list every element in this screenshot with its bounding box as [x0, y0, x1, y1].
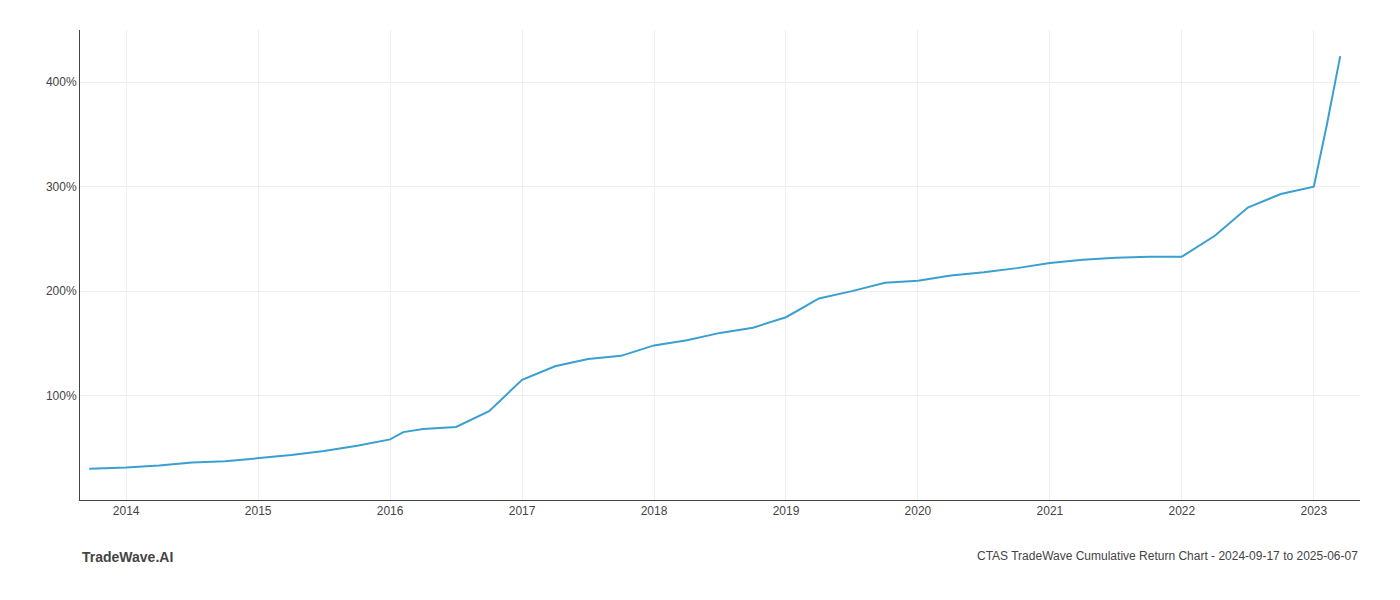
svg-text:2019: 2019 — [773, 504, 800, 518]
svg-text:400%: 400% — [46, 75, 77, 89]
svg-text:200%: 200% — [46, 284, 77, 298]
svg-text:2016: 2016 — [377, 504, 404, 518]
svg-text:2020: 2020 — [905, 504, 932, 518]
svg-text:2023: 2023 — [1300, 504, 1327, 518]
svg-text:2015: 2015 — [245, 504, 272, 518]
svg-text:300%: 300% — [46, 180, 77, 194]
svg-text:2017: 2017 — [509, 504, 536, 518]
svg-text:CTAS TradeWave Cumulative Retu: CTAS TradeWave Cumulative Return Chart -… — [977, 549, 1358, 563]
svg-text:2021: 2021 — [1037, 504, 1064, 518]
svg-text:2022: 2022 — [1169, 504, 1196, 518]
svg-text:2014: 2014 — [113, 504, 140, 518]
svg-text:100%: 100% — [46, 389, 77, 403]
svg-text:2018: 2018 — [641, 504, 668, 518]
svg-text:TradeWave.AI: TradeWave.AI — [82, 549, 173, 565]
